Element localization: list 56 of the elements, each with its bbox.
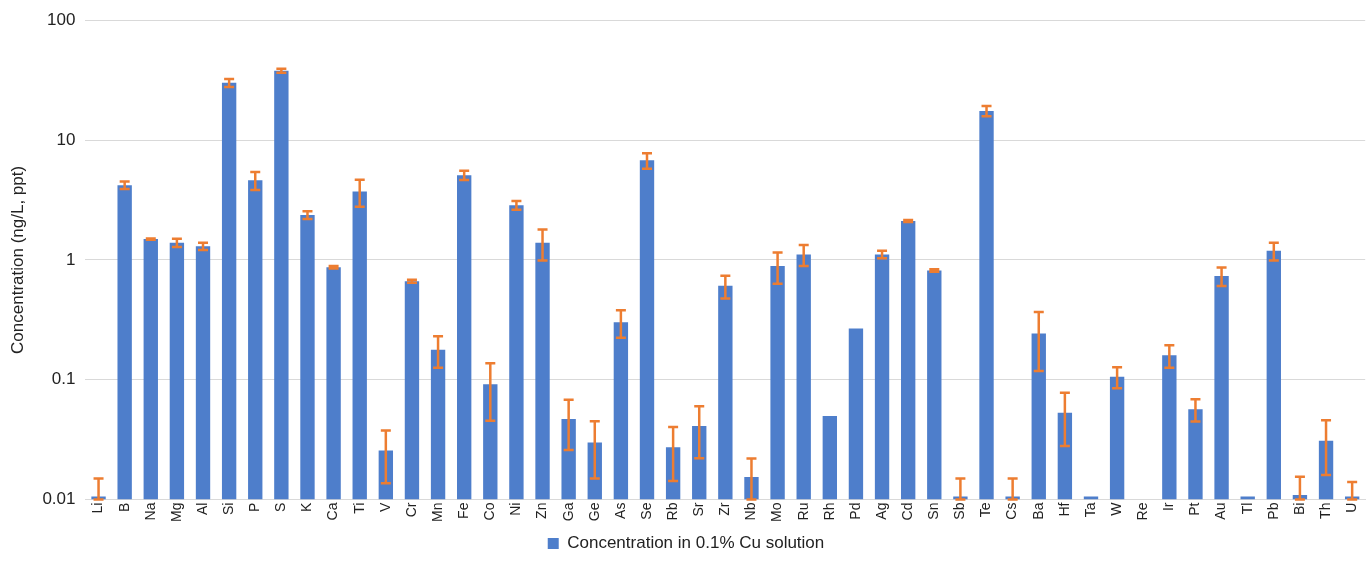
x-tick-label: Fe (455, 502, 472, 519)
x-tick-label: Th (1316, 502, 1333, 519)
x-tick-label: Mo (768, 502, 785, 522)
x-tick-label: Re (1134, 502, 1151, 521)
x-tick-label: Al (193, 502, 210, 515)
x-tick-label: Ti (350, 502, 367, 514)
x-tick-label: Mg (167, 502, 184, 522)
x-tick-label: U (1343, 502, 1360, 513)
legend-label: Concentration in 0.1% Cu solution (567, 533, 825, 553)
y-tick-label: 0.1 (51, 369, 76, 389)
x-tick-label: Cs (1003, 502, 1020, 520)
x-tick-label: Cd (899, 502, 916, 521)
x-tick-label: P (246, 502, 263, 512)
x-tick-label: Se (637, 502, 654, 520)
y-axis-title: Concentration (ng/L, ppt) (7, 165, 27, 354)
y-tick-label: 100 (47, 9, 76, 29)
x-tick-label: K (298, 501, 315, 512)
x-tick-label: Pd (846, 502, 863, 520)
x-tick-label: Ta (1081, 502, 1098, 518)
x-tick-label: Ir (1160, 502, 1177, 512)
x-tick-label: S (272, 502, 289, 512)
x-tick-label: Rh (820, 502, 837, 521)
x-tick-label: W (1107, 501, 1124, 516)
x-tick-label: B (115, 502, 132, 512)
x-tick-label: Cr (402, 502, 419, 518)
x-tick-label: Na (141, 502, 158, 521)
x-tick-label: V (376, 501, 393, 512)
y-tick-label: 0.01 (42, 489, 76, 509)
x-tick-label: Ni (507, 502, 524, 516)
x-tick-label: Li (89, 502, 106, 514)
x-tick-label: Sn (925, 502, 942, 520)
x-tick-label: Rb (663, 502, 680, 521)
x-tick-label: Ge (585, 502, 602, 522)
x-tick-label: Ca (324, 502, 341, 521)
x-tick-label: Hf (1055, 502, 1072, 517)
x-tick-label: Ru (794, 502, 811, 521)
x-tick-label: Ba (1029, 502, 1046, 520)
y-tick-label: 1 (66, 249, 76, 269)
x-tick-label: Ag (872, 502, 889, 520)
x-tick-label: As (611, 502, 628, 519)
x-tick-label: Zr (716, 502, 733, 516)
x-tick-label: Mn (428, 502, 445, 522)
x-tick-label: Te (977, 502, 994, 518)
x-tick-label: Sb (951, 502, 968, 520)
y-tick-label: 10 (56, 129, 76, 149)
x-tick-label: Ga (559, 502, 576, 522)
x-tick-label: Nb (742, 502, 759, 521)
x-tick-label: Si (219, 502, 236, 515)
x-tick-label: Pb (1264, 502, 1281, 520)
x-tick-label: Zn (533, 502, 550, 519)
x-tick-label: Co (481, 502, 498, 521)
x-tick-label: Sr (690, 502, 707, 517)
x-tick-label: Tl (1238, 502, 1255, 515)
x-tick-label: Pt (1186, 502, 1203, 516)
x-tick-label: Au (1212, 502, 1229, 520)
x-tick-label: Bi (1290, 502, 1307, 515)
